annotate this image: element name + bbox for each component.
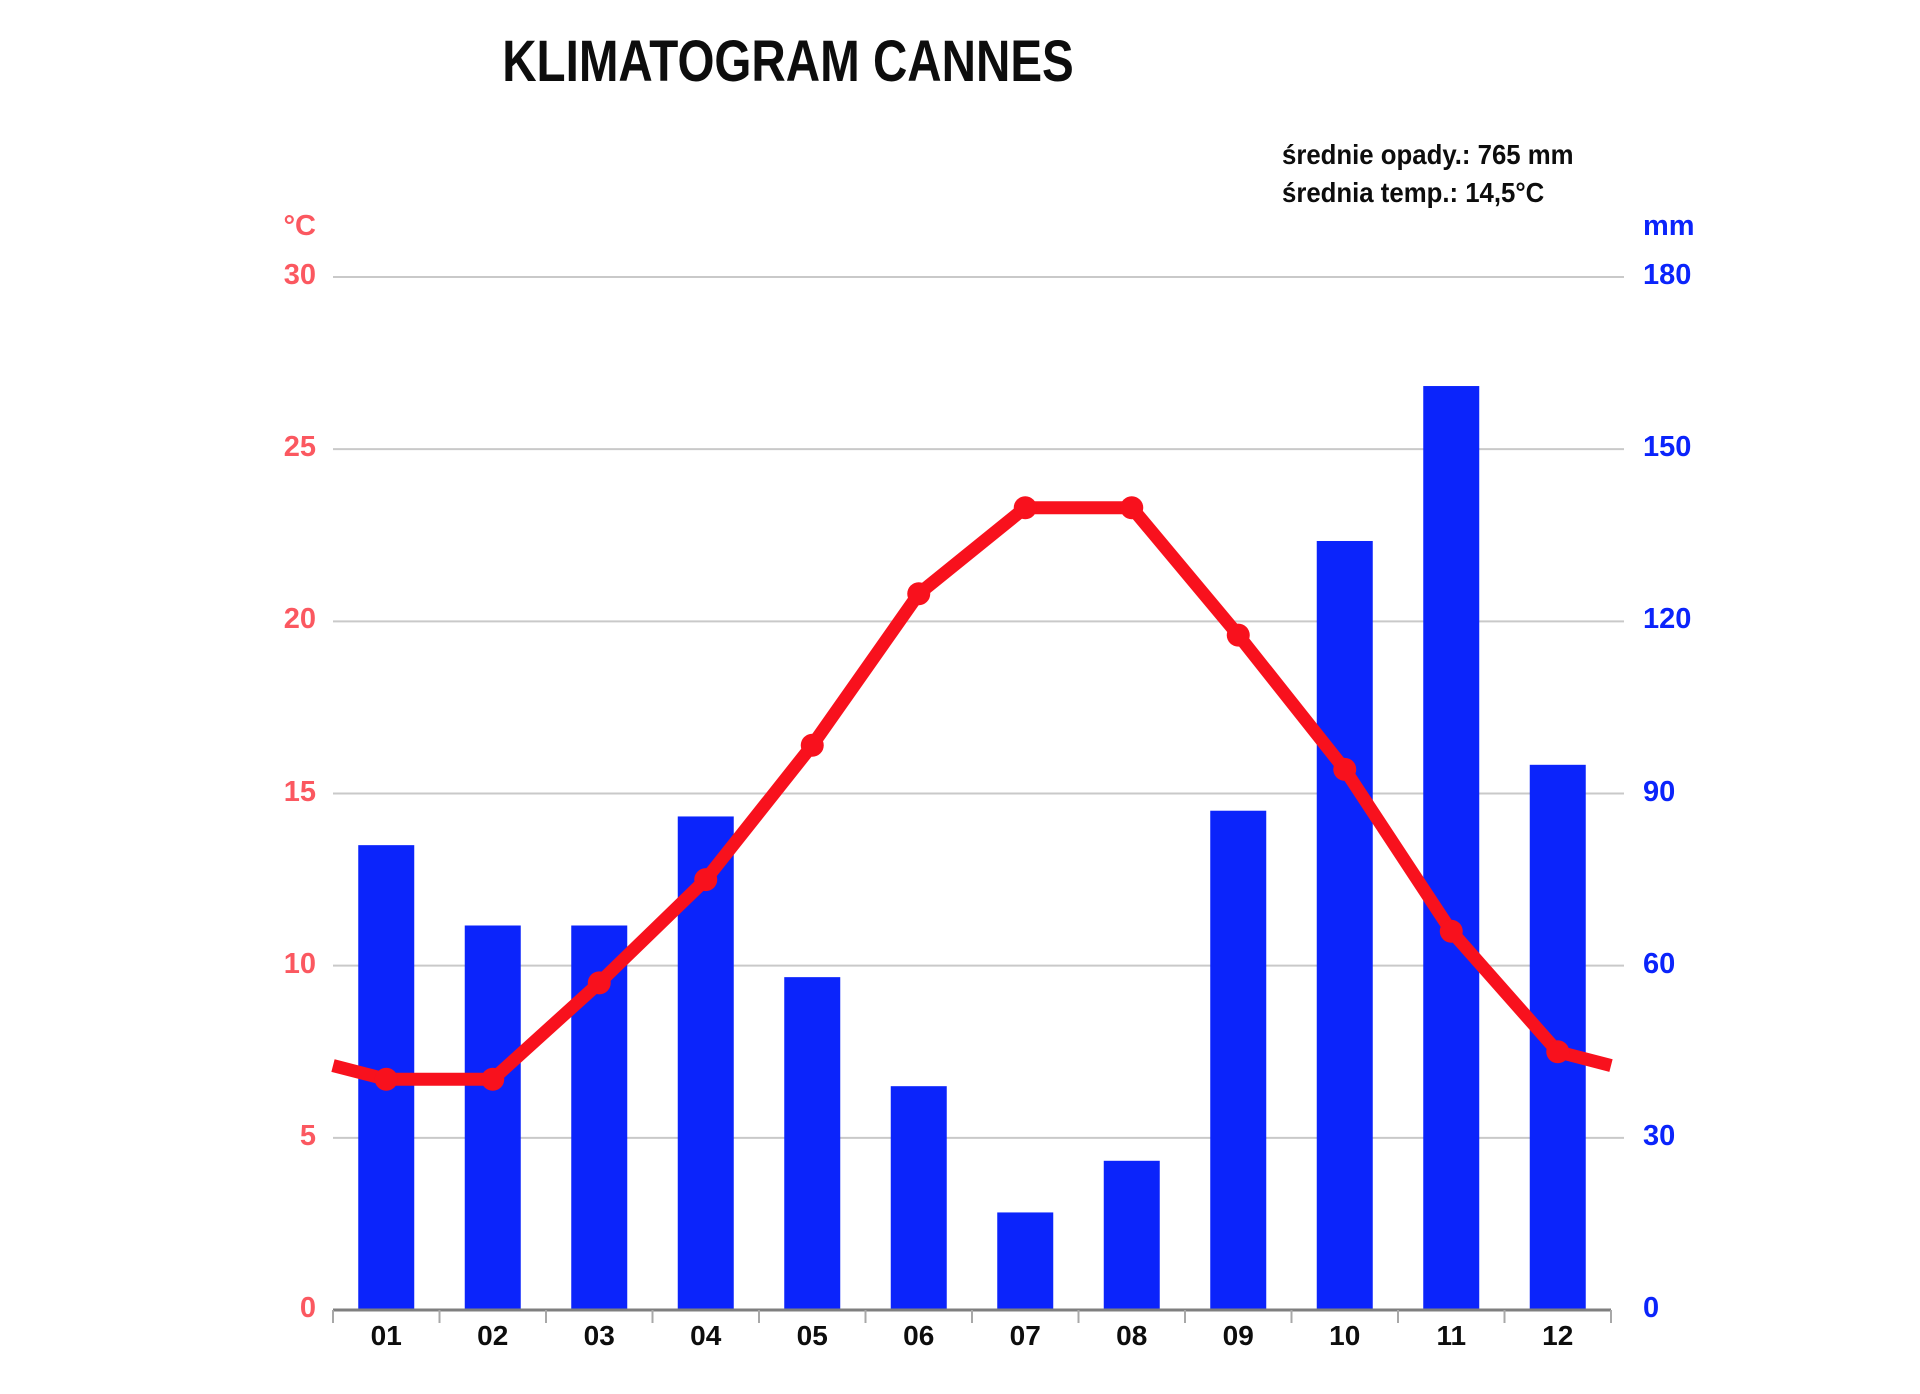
y-right-tick-label-180: 180	[1643, 259, 1692, 291]
temp-line	[331, 501, 1613, 1086]
x-axis-label-06: 06	[903, 1320, 935, 1351]
temp-point-08	[1120, 496, 1144, 520]
y-left-tick-label-15: 15	[283, 775, 316, 808]
y-left-tick-label-10: 10	[283, 947, 316, 980]
temp-point-10	[1333, 757, 1357, 781]
y-right-tick-label-120: 120	[1643, 603, 1692, 636]
temp-point-09	[1226, 623, 1250, 647]
y-right-tick-label-150: 150	[1643, 431, 1692, 464]
x-axis-label-12: 12	[1542, 1320, 1574, 1351]
precip-bar-06	[890, 1086, 947, 1310]
x-axis-label-05: 05	[796, 1320, 828, 1351]
temp-point-12	[1546, 1040, 1570, 1064]
y-left-tick-label-25: 25	[283, 431, 316, 464]
precip-bar-11	[1423, 386, 1480, 1310]
temp-point-07	[1013, 496, 1037, 520]
chart-title: KLIMATOGRAM CANNES	[502, 29, 1074, 94]
y-left-tick-label-30: 30	[283, 259, 316, 291]
annotation-line-precip: średnie opady.: 765 mm	[1282, 139, 1574, 170]
left-axis-unit: °C	[283, 210, 316, 242]
y-left-tick-label-5: 5	[299, 1119, 316, 1152]
annotation-line-temp: średnia temp.: 14,5°C	[1282, 177, 1545, 208]
precip-bar-02	[464, 925, 521, 1310]
x-axis-label-04: 04	[690, 1320, 722, 1351]
x-axis-label-07: 07	[1009, 1320, 1041, 1351]
precip-bar-07	[997, 1212, 1054, 1310]
x-axis-label-08: 08	[1116, 1320, 1148, 1351]
right-axis-unit: mm	[1643, 210, 1695, 242]
y-right-tick-label-90: 90	[1643, 775, 1676, 808]
x-axis-label-10: 10	[1329, 1320, 1361, 1351]
temp-point-04	[694, 868, 718, 892]
precip-bar-05	[784, 977, 841, 1310]
x-axis-label-11: 11	[1436, 1320, 1467, 1351]
precip-bar-09	[1210, 810, 1267, 1310]
y-left-tick-label-0: 0	[299, 1292, 316, 1324]
annotation: średnie opady.: 765 mm średnia temp.: 14…	[1282, 136, 1574, 212]
x-axis-label-09: 09	[1222, 1320, 1254, 1351]
x-axis-label-01: 01	[370, 1320, 402, 1351]
temp-point-11	[1439, 919, 1463, 943]
y-right-tick-label-30: 30	[1643, 1119, 1676, 1152]
precip-bar-08	[1103, 1160, 1160, 1310]
temp-point-03	[587, 971, 611, 995]
temp-point-05	[800, 733, 824, 757]
y-right-tick-label-60: 60	[1643, 947, 1676, 980]
temp-point-06	[907, 582, 931, 606]
precip-bar-10	[1316, 540, 1373, 1310]
y-left-tick-label-20: 20	[283, 603, 316, 636]
x-axis-label-03: 03	[583, 1320, 615, 1351]
y-right-tick-label-0: 0	[1643, 1292, 1660, 1324]
x-axis-label-02: 02	[477, 1320, 509, 1351]
temp-point-01	[374, 1067, 398, 1091]
temp-point-02	[481, 1067, 505, 1091]
